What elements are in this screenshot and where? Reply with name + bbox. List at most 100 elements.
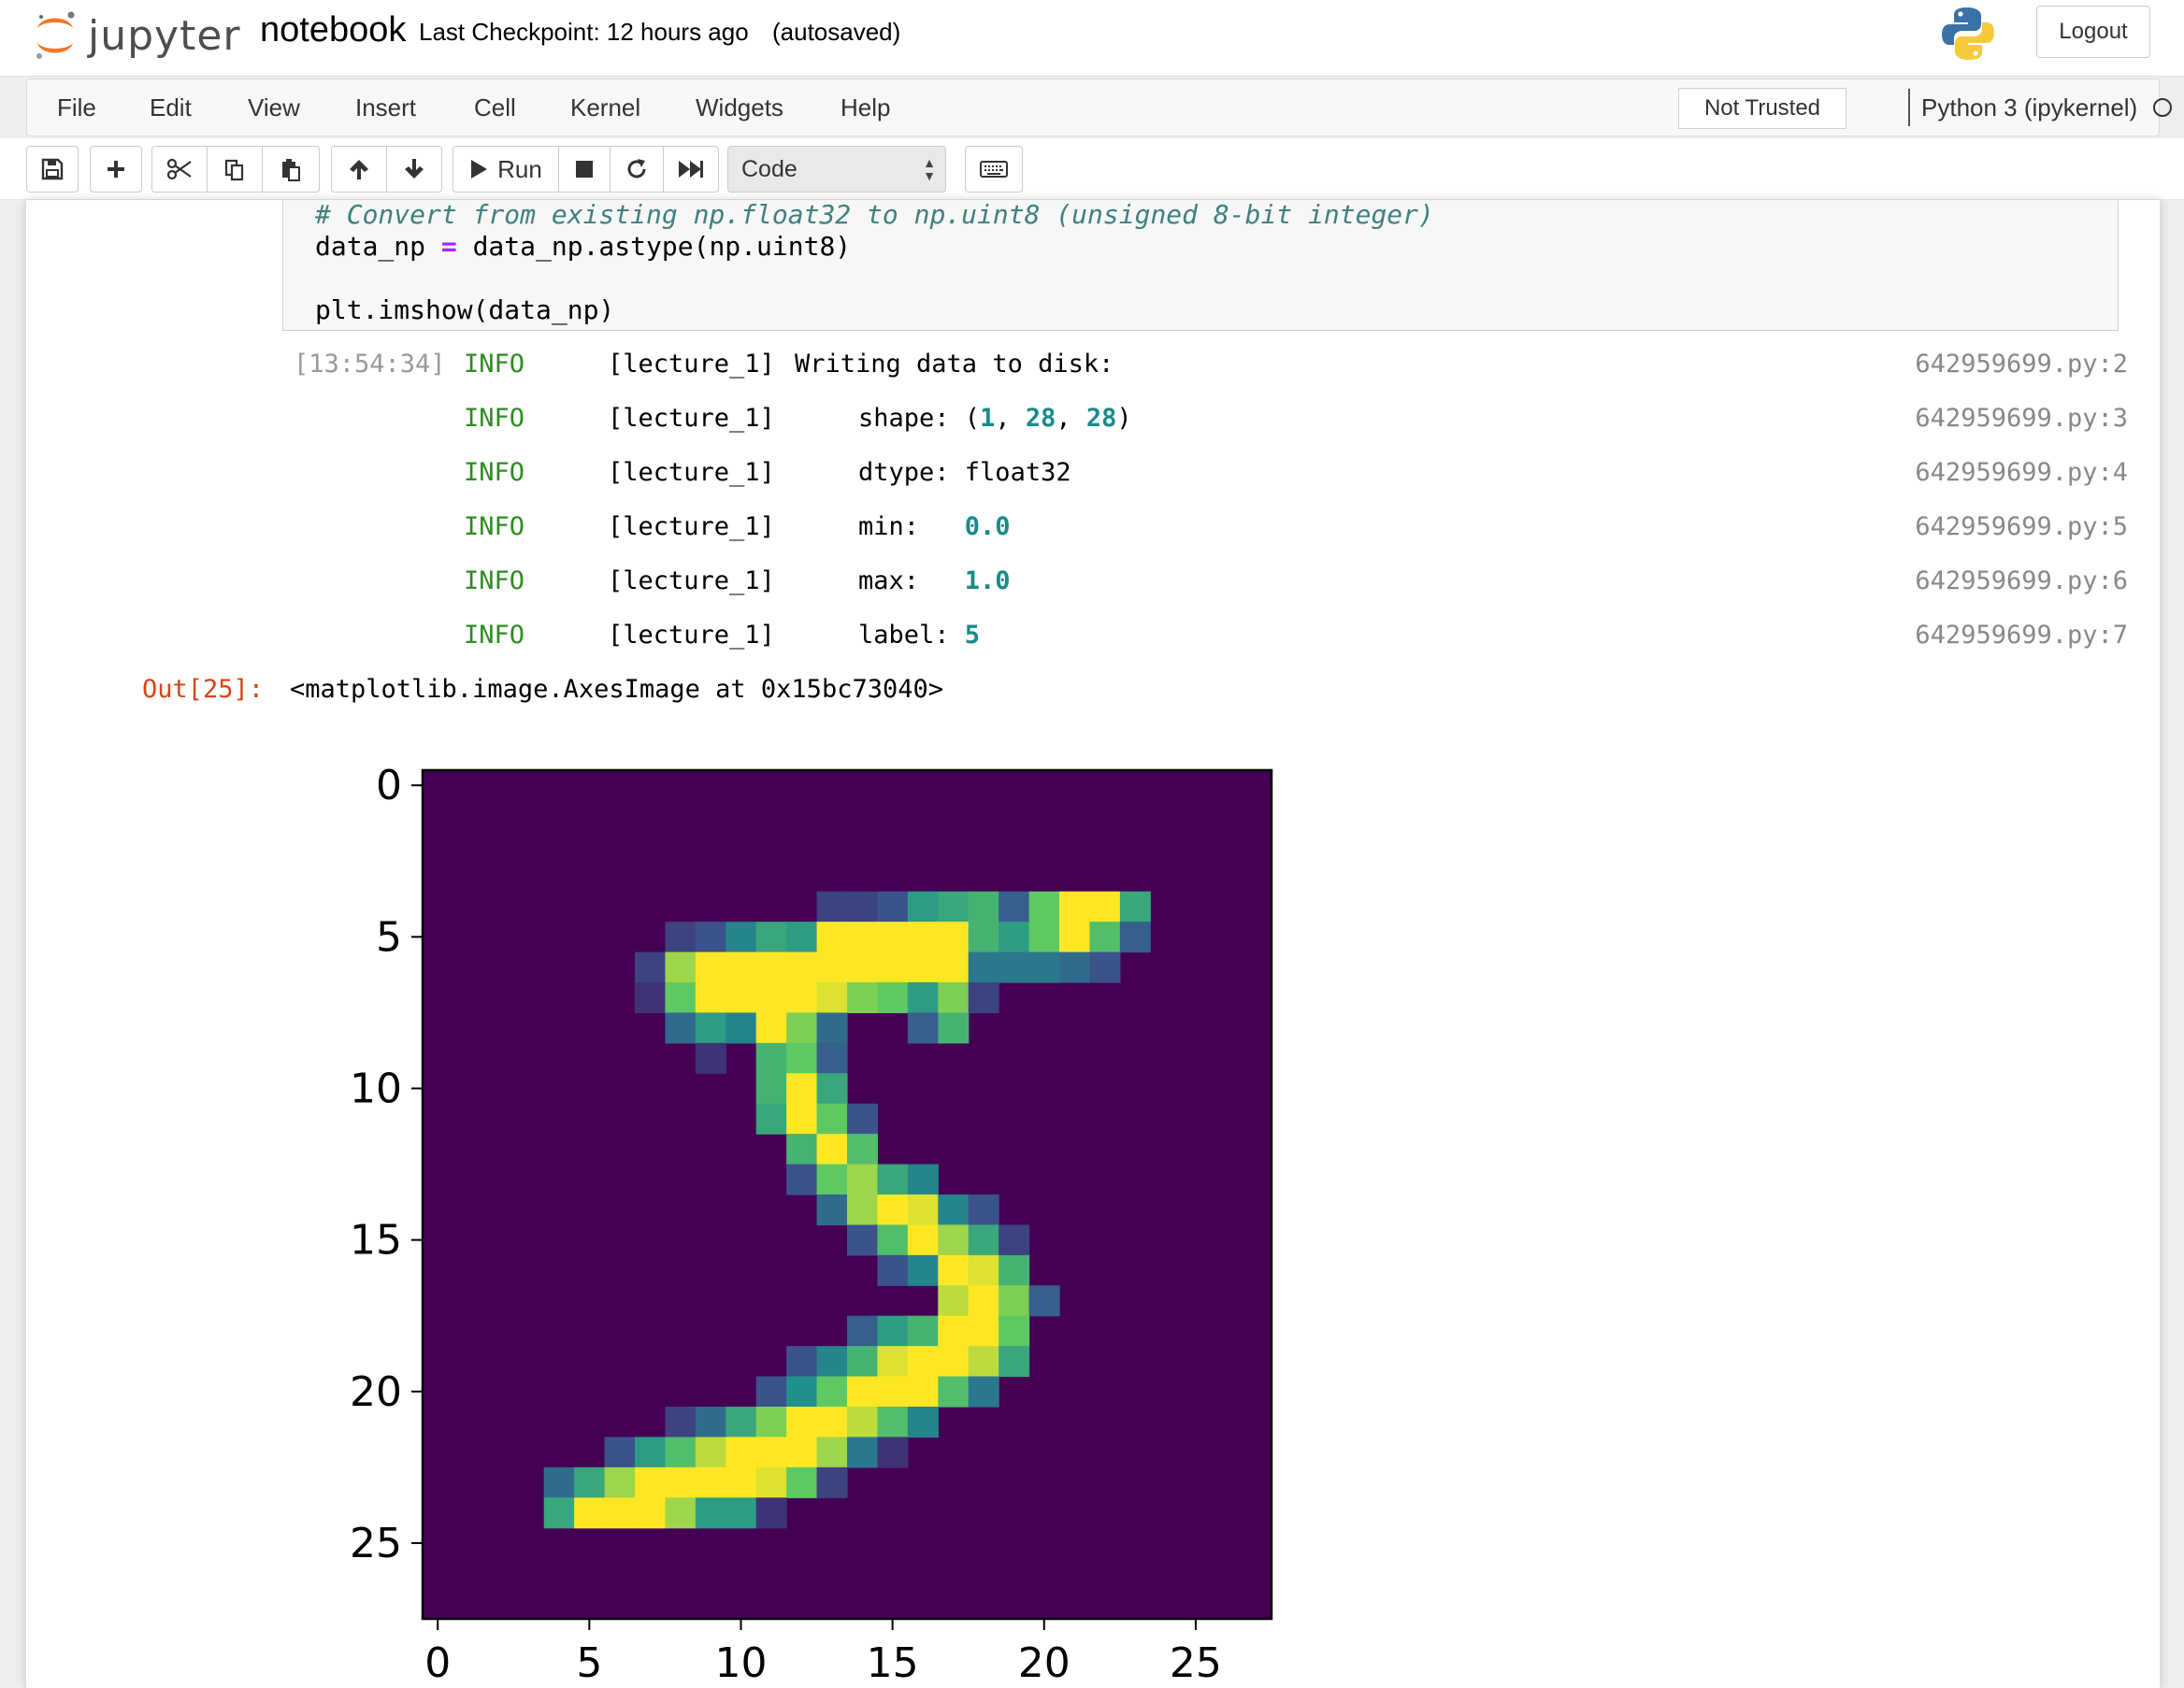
- menu-kernel[interactable]: Kernel: [570, 93, 641, 122]
- image-pixel: [635, 982, 667, 1014]
- image-pixel: [816, 1194, 848, 1226]
- image-pixel: [786, 1134, 818, 1166]
- jupyter-logo[interactable]: jupyter: [32, 6, 241, 65]
- image-pixels: [423, 770, 1272, 1619]
- image-pixel: [877, 1315, 909, 1347]
- image-pixel: [786, 1437, 818, 1468]
- image-pixel: [907, 1407, 939, 1438]
- y-tick-label: 5: [376, 913, 402, 961]
- image-pixel: [1089, 891, 1121, 923]
- image-pixel: [1028, 951, 1060, 983]
- image-pixel: [816, 1437, 848, 1468]
- image-pixel: [574, 1497, 606, 1529]
- image-pixel: [726, 951, 757, 983]
- image-pixel: [816, 1042, 848, 1074]
- image-pixel: [847, 1437, 879, 1468]
- command-palette-button[interactable]: [965, 146, 1023, 193]
- python-logo-icon: [1941, 6, 1995, 66]
- image-pixel: [877, 891, 909, 923]
- x-tick-label: 15: [867, 1639, 919, 1687]
- menu-file[interactable]: File: [57, 93, 96, 122]
- notebook-name[interactable]: notebook: [260, 10, 407, 50]
- restart-button[interactable]: [610, 146, 664, 193]
- image-pixel: [786, 1164, 818, 1195]
- image-pixel: [695, 982, 726, 1014]
- image-pixel: [907, 1315, 939, 1347]
- code-cell-input[interactable]: # Convert from existing np.float32 to np…: [282, 200, 2119, 331]
- image-pixel: [999, 1285, 1030, 1317]
- not-trusted-button[interactable]: Not Trusted: [1678, 88, 1846, 129]
- plot-frame: [421, 768, 1273, 1621]
- image-pixel: [665, 982, 697, 1014]
- image-pixel: [755, 1042, 787, 1074]
- log-message: max: 1.0: [858, 566, 1011, 595]
- kernel-name[interactable]: Python 3 (ipykernel): [1921, 93, 2138, 122]
- image-pixel: [938, 1285, 970, 1317]
- menu-insert[interactable]: Insert: [355, 93, 417, 122]
- image-pixel: [907, 891, 939, 923]
- log-level: INFO: [464, 566, 525, 595]
- image-pixel: [907, 1224, 939, 1256]
- image-pixel: [604, 1466, 636, 1498]
- copy-button[interactable]: [207, 146, 263, 193]
- cell-type-select[interactable]: Code ▲ ▼: [727, 146, 946, 193]
- menu-edit[interactable]: Edit: [150, 93, 192, 122]
- image-pixel: [907, 1346, 939, 1378]
- image-pixel: [695, 1466, 726, 1498]
- arrow-up-icon: [350, 160, 368, 179]
- image-pixel: [907, 922, 939, 953]
- image-pixel: [816, 951, 848, 983]
- image-pixel: [786, 951, 818, 983]
- log-number: 0.0: [964, 512, 1011, 541]
- image-pixel: [968, 922, 999, 953]
- image-pixel: [877, 982, 909, 1014]
- image-pixel: [1059, 891, 1091, 923]
- move-up-button[interactable]: [331, 146, 387, 193]
- cell-type-value: Code: [741, 156, 797, 182]
- image-pixel: [695, 1042, 726, 1074]
- save-button[interactable]: [26, 146, 79, 193]
- image-pixel: [877, 1254, 909, 1286]
- log-source: [lecture_1]: [608, 512, 775, 541]
- image-pixel: [786, 1073, 818, 1105]
- paste-button[interactable]: [262, 146, 320, 193]
- imshow-plot: 0 5 10 15 20 25 0 5 10 15 20 25: [350, 762, 1273, 1687]
- image-pixel: [604, 1437, 636, 1468]
- log-ref: 642959699.py:4: [1915, 458, 2128, 487]
- run-button[interactable]: Run: [453, 146, 559, 193]
- menu-cell[interactable]: Cell: [474, 93, 516, 122]
- x-tick-label: 5: [576, 1639, 602, 1687]
- log-key: max:: [858, 566, 965, 595]
- jupyter-logo-icon: [36, 11, 75, 59]
- log-level: INFO: [464, 512, 525, 541]
- menubar: File Edit View Insert Cell Kernel Widget…: [26, 79, 2172, 136]
- log-level: INFO: [464, 621, 525, 650]
- image-pixel: [938, 891, 970, 923]
- image-pixel: [635, 1497, 667, 1529]
- move-down-button[interactable]: [386, 146, 442, 193]
- image-pixel: [755, 982, 787, 1014]
- logout-button[interactable]: Logout: [2036, 6, 2150, 58]
- menu-help[interactable]: Help: [841, 93, 891, 122]
- image-pixel: [907, 1012, 939, 1044]
- image-pixel: [604, 1497, 636, 1529]
- keyboard-icon: [980, 161, 1008, 178]
- log-source: [lecture_1]: [608, 621, 775, 650]
- kernel-separator: [1908, 89, 1910, 126]
- image-pixel: [907, 1164, 939, 1195]
- menu-widgets[interactable]: Widgets: [696, 93, 783, 122]
- cut-button[interactable]: [151, 146, 208, 193]
- output-prompt: Out[25]:: [142, 675, 265, 704]
- restart-run-all-button[interactable]: [663, 146, 719, 193]
- log-number: 1: [980, 404, 996, 433]
- image-pixel: [877, 1407, 909, 1438]
- log-number: 28: [1085, 404, 1117, 433]
- insert-cell-button[interactable]: [90, 146, 142, 193]
- image-pixel: [907, 982, 939, 1014]
- log-ref: 642959699.py:2: [1915, 350, 2128, 379]
- interrupt-button[interactable]: [558, 146, 611, 193]
- image-pixel: [816, 1134, 848, 1166]
- log-punct: (: [964, 404, 981, 433]
- image-pixel: [816, 1466, 848, 1498]
- menu-view[interactable]: View: [248, 93, 300, 122]
